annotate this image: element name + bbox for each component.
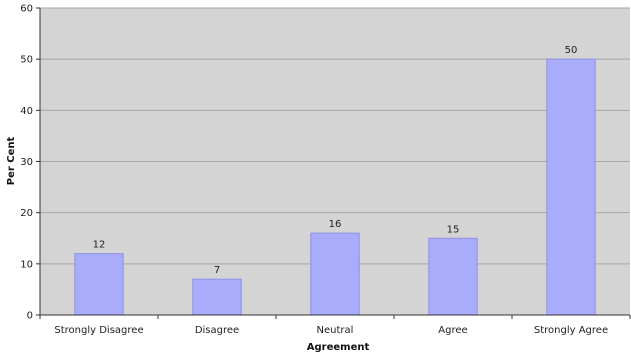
y-tick-label: 50 (20, 55, 33, 66)
bar (74, 253, 124, 316)
y-axis-title: Per Cent (6, 137, 17, 186)
data-label: 50 (565, 45, 578, 56)
data-label: 7 (214, 265, 220, 276)
y-axis-ticks: 0 10 20 30 40 50 60 (20, 4, 40, 322)
x-tick-label: Neutral (317, 325, 354, 336)
bar (310, 232, 360, 316)
y-tick-label: 20 (20, 208, 33, 219)
data-labels: 12 7 16 15 50 (93, 45, 578, 276)
x-tick-label: Strongly Disagree (54, 325, 143, 336)
data-label: 12 (93, 240, 106, 251)
bar (428, 237, 478, 316)
y-tick-label: 30 (20, 157, 33, 168)
x-tick-label: Agree (438, 325, 467, 336)
x-axis-title: Agreement (307, 342, 370, 353)
x-tick-label: Disagree (195, 325, 239, 336)
bar (192, 278, 242, 316)
x-tick-label: Strongly Agree (534, 325, 608, 336)
y-tick-label: 60 (20, 4, 33, 15)
bars (74, 58, 596, 316)
x-axis-ticks: Strongly Disagree Disagree Neutral Agree Str… (39, 315, 631, 336)
data-label: 15 (447, 224, 460, 235)
data-label: 16 (329, 219, 342, 230)
y-tick-label: 10 (20, 259, 33, 270)
bar (546, 58, 596, 316)
y-tick-label: 0 (27, 311, 33, 322)
gridlines (40, 7, 630, 265)
y-tick-label: 40 (20, 106, 33, 117)
